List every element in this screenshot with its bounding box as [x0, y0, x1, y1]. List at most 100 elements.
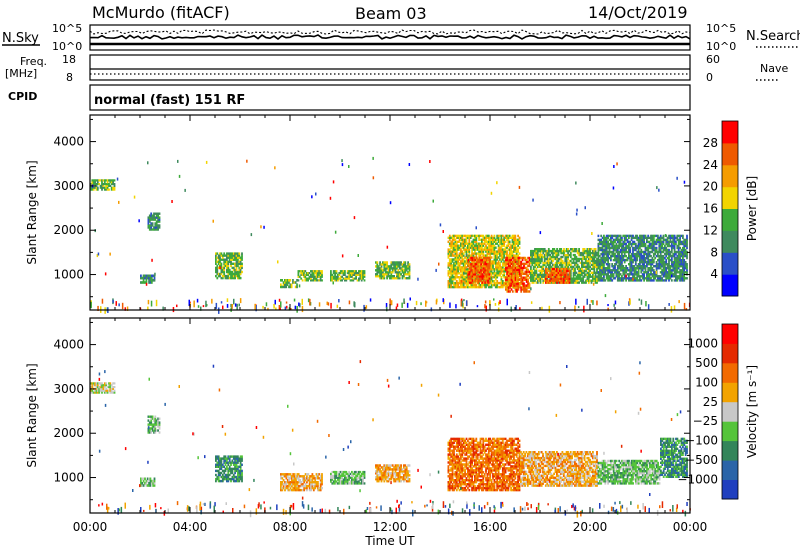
- x-tick-label: 04:00: [173, 520, 208, 534]
- nsky-trace: [89, 34, 691, 41]
- colorbar-tick-label: 25: [703, 395, 718, 409]
- power-echo-region: [530, 248, 598, 284]
- colorbar-swatch: [722, 274, 738, 297]
- colorbar-swatch: [722, 401, 738, 422]
- colorbar-tick-label: 12: [703, 223, 718, 237]
- power-echo-region: [147, 212, 161, 231]
- power-echo-region: [330, 270, 366, 282]
- colorbar-tick-label: 20: [703, 180, 718, 194]
- velocity-echo-region: [147, 415, 161, 434]
- colorbar-tick-label: −100: [685, 434, 718, 448]
- power-echo-region: [297, 270, 323, 282]
- x-tick-label: 12:00: [373, 520, 408, 534]
- nsky-top-tick: 10^5: [52, 22, 82, 35]
- y-tick-label: 4000: [53, 338, 84, 352]
- power-echoes: [90, 179, 688, 293]
- colorbar-tick-label: 100: [695, 375, 718, 389]
- cpid-panel: [89, 84, 691, 111]
- cpid-label: CPID: [8, 90, 37, 103]
- colorbar-tick-label: 16: [703, 202, 718, 216]
- freq-top-tick: 18: [62, 53, 76, 66]
- velocity-echo-region: [447, 437, 521, 492]
- power-heatmap-panel: 1000 2000 3000 4000 Slant Range [km] 4 8 12 16 20…: [25, 114, 759, 314]
- colorbar-swatch: [722, 208, 738, 231]
- power-echo-region: [375, 261, 411, 280]
- colorbar-tick-label: −500: [685, 453, 718, 467]
- colorbar-tick-label: 24: [703, 158, 718, 172]
- freq-panel: [89, 54, 691, 81]
- colorbar-swatch: [722, 142, 738, 166]
- y-tick-label: 3000: [53, 179, 84, 193]
- colorbar-swatch: [722, 343, 738, 364]
- nsky-bottom-tick: 10^0: [52, 40, 82, 53]
- station-title: McMurdo (fitACF): [92, 3, 230, 22]
- colorbar-tick-label: 28: [703, 136, 718, 150]
- velocity-echo-region: [140, 477, 156, 487]
- power-colorbar: 4 8 12 16 20 24 28 Power [dB]: [703, 120, 759, 297]
- colorbar-swatch: [722, 479, 738, 500]
- y-tick-label: 1000: [53, 268, 84, 282]
- velocity-echo-region: [375, 464, 411, 483]
- power-echo-region: [597, 234, 688, 282]
- y-tick-label: 2000: [53, 426, 84, 440]
- colorbar-swatch: [722, 252, 738, 275]
- nsearch-top-tick: 10^5: [706, 22, 736, 35]
- colorbar-tick-label: 500: [695, 356, 718, 370]
- velocity-echo-region: [660, 437, 688, 478]
- velocity-echo-region: [215, 455, 243, 483]
- velocity-echoes: [90, 382, 688, 492]
- colorbar-swatch: [722, 460, 738, 480]
- y-tick-label: 1000: [53, 471, 84, 485]
- nsearch-label: N.Search: [746, 29, 800, 44]
- y-tick-label: 2000: [53, 223, 84, 237]
- power-echo-region: [140, 274, 156, 284]
- colorbar-tick-label: 4: [710, 267, 718, 281]
- y-tick-label: 3000: [53, 382, 84, 396]
- velocity-echo-region: [597, 459, 661, 485]
- colorbar-swatch: [722, 382, 738, 403]
- colorbar-tick-label: 8: [710, 245, 718, 259]
- freq-bottom-tick: 8: [66, 71, 73, 84]
- nsearch-bottom-tick: 10^0: [706, 40, 736, 53]
- colorbar-swatch: [722, 440, 738, 461]
- colorbar-swatch: [722, 186, 738, 209]
- velocity-echo-region: [520, 451, 598, 487]
- x-tick-label: 08:00: [273, 520, 308, 534]
- colorbar-tick-label: 1000: [687, 336, 718, 350]
- colorbar-swatch: [722, 230, 738, 253]
- power-echo-region: [505, 256, 531, 293]
- cpid-value: normal (fast) 151 RF: [94, 93, 245, 108]
- power-echo-region: [545, 267, 571, 284]
- nave-top-tick: 60: [706, 53, 720, 66]
- x-tick-label: 00:00: [673, 520, 708, 534]
- nsearch-trace: [89, 29, 691, 35]
- x-tick-label: 20:00: [573, 520, 608, 534]
- colorbar-swatch: [722, 421, 738, 442]
- velocity-ground-speckle: [98, 360, 691, 518]
- nsky-label: N.Sky: [2, 31, 39, 46]
- colorbar-tick-label: −1000: [677, 473, 718, 487]
- colorbar-swatch: [722, 324, 738, 344]
- colorbar-swatch: [722, 362, 738, 383]
- colorbar-label: Power [dB]: [745, 176, 759, 241]
- nave-label: Nave: [760, 62, 788, 75]
- power-ground-speckle: [90, 156, 691, 314]
- date-title: 14/Oct/2019: [588, 3, 688, 22]
- colorbar-tick-label: −25: [693, 414, 718, 428]
- freq-label-line1: Freq.: [20, 55, 47, 68]
- power-echo-region: [467, 256, 491, 284]
- y-axis-label: Slant Range [km]: [25, 363, 39, 467]
- colorbar-swatch: [722, 164, 738, 188]
- velocity-echo-region: [280, 473, 323, 492]
- power-echo-region: [280, 279, 298, 289]
- velocity-echo-region: [90, 382, 116, 394]
- y-tick-label: 4000: [53, 135, 84, 149]
- velocity-echo-region: [330, 470, 366, 485]
- velocity-colorbar: 1000 500 100 25 −25 −100 −500 −1000 Velocity [m …: [677, 323, 759, 500]
- x-tick-label: 00:00: [73, 520, 108, 534]
- beam-title: Beam 03: [355, 4, 427, 23]
- power-echo-region: [90, 179, 116, 191]
- velocity-heatmap-panel: 1000 2000 3000 4000 Slant Range [km] 00:00 04:…: [25, 317, 759, 548]
- colorbar-swatch: [722, 121, 738, 144]
